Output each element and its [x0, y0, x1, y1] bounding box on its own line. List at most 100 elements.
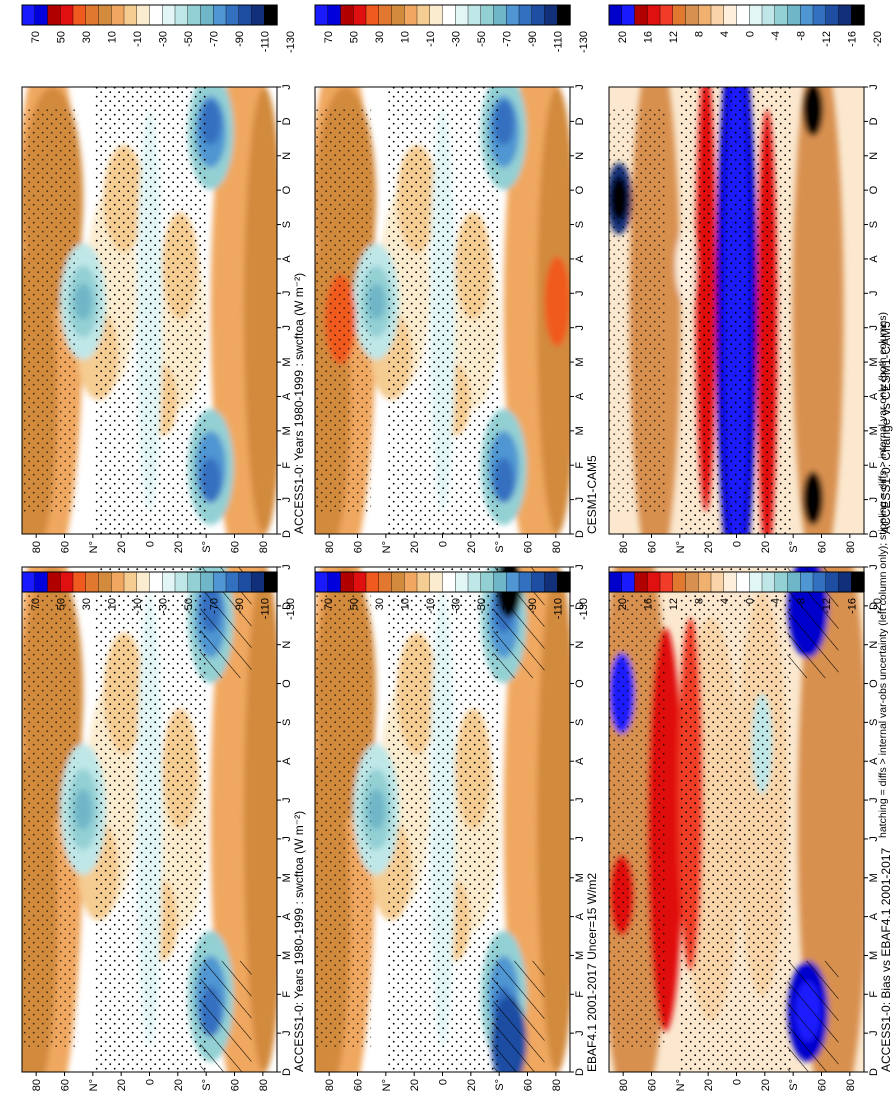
colorbar-swatch	[608, 571, 623, 593]
month-tick-label: M	[281, 951, 293, 960]
colorbar-swatch	[98, 4, 112, 26]
month-tick-label: A	[574, 912, 586, 920]
lat-tick-label: S°	[494, 1079, 506, 1091]
colorbar-swatch	[608, 4, 623, 26]
month-tick-label: M	[868, 426, 880, 435]
month-tick-label: A	[574, 255, 586, 263]
month-tick-label: J	[574, 325, 586, 331]
colorbar-swatch	[480, 4, 495, 26]
colorbar-swatch	[187, 4, 202, 26]
colorbar-swatch	[672, 571, 687, 593]
colorbar-swatch	[213, 571, 227, 593]
colorbar-label: 30	[374, 598, 386, 610]
contour-blob	[802, 471, 824, 526]
month-tick-label: M	[281, 873, 293, 882]
stippling	[22, 592, 79, 1047]
lat-tick-label: 20	[466, 1079, 478, 1091]
lat-tick-label: N°	[675, 541, 687, 553]
colorbar-swatch	[749, 4, 763, 26]
colorbar-label: -130	[285, 598, 297, 620]
lat-tick-label: 0	[732, 541, 744, 547]
colorbar-label: -130	[578, 31, 590, 53]
colorbar-swatch	[238, 4, 253, 26]
lat-tick-label: 80	[31, 1079, 43, 1091]
colorbar-swatch	[225, 4, 240, 26]
month-tick-label: J	[574, 797, 586, 803]
month-tick-label: J	[868, 497, 880, 503]
lat-tick-label: 0	[438, 541, 450, 547]
colorbar-swatch	[404, 571, 418, 593]
lat-tick-label: N°	[88, 541, 100, 553]
colorbar-swatch	[467, 571, 482, 593]
colorbar-swatch	[493, 4, 507, 26]
colorbar-swatch	[723, 571, 738, 593]
month-tick-label: A	[574, 757, 586, 765]
month-tick-label: O	[574, 679, 586, 688]
colorbar-swatch	[851, 4, 865, 26]
contour-field	[22, 87, 277, 534]
colorbar-label: -70	[501, 31, 513, 47]
month-tick-label: D	[868, 530, 880, 538]
month-tick-label: O	[281, 679, 293, 688]
lat-tick-label: S°	[201, 1079, 213, 1091]
month-tick-label: J	[868, 84, 880, 90]
month-tick-label: D	[574, 530, 586, 538]
month-tick-label: J	[281, 497, 293, 503]
month-tick-label: F	[868, 991, 880, 998]
colorbar-swatch	[851, 571, 865, 593]
lat-tick-label: 60	[60, 541, 72, 553]
colorbar-swatch	[647, 4, 661, 26]
colorbar-swatch	[557, 571, 571, 593]
lat-tick-label: 80	[845, 1079, 857, 1091]
colorbar-swatch	[149, 571, 163, 593]
colorbar-label: 12	[668, 598, 680, 610]
colorbar-label: -90	[527, 598, 539, 614]
colorbar-label: 20	[617, 31, 629, 43]
month-tick-label: D	[281, 1068, 293, 1076]
lat-tick-label: 60	[353, 541, 365, 553]
lat-tick-label: 80	[845, 541, 857, 553]
colorbar-frame	[608, 4, 865, 26]
lat-tick-label: 60	[60, 1079, 72, 1091]
stippling	[609, 109, 666, 512]
lat-tick-label: 20	[760, 541, 772, 553]
month-tick-label: O	[281, 185, 293, 194]
colorbar-label: -16	[846, 598, 858, 614]
month-tick-label: N	[281, 152, 293, 160]
colorbar-swatch	[621, 571, 636, 593]
colorbar-swatch	[174, 571, 189, 593]
colorbar-swatch	[136, 4, 151, 26]
colorbar-swatch	[749, 571, 763, 593]
colorbar-swatch	[723, 4, 738, 26]
colorbar-label: 0	[744, 31, 756, 37]
colorbar-swatch	[162, 571, 176, 593]
month-tick-label: J	[868, 291, 880, 297]
colorbar-swatch	[60, 571, 74, 593]
month-tick-label: N	[868, 641, 880, 649]
lat-tick-label: S°	[494, 541, 506, 553]
month-tick-label: A	[281, 392, 293, 400]
colorbar-swatch	[187, 571, 202, 593]
colorbar-swatch	[634, 4, 648, 26]
hatching	[493, 960, 545, 1072]
month-tick-label: S	[868, 221, 880, 228]
lat-tick-label: 20	[173, 1079, 185, 1091]
colorbar-swatch	[698, 4, 712, 26]
colorbar-swatch	[21, 4, 36, 26]
colorbar-label: -20	[872, 598, 884, 614]
month-tick-label: D	[281, 117, 293, 125]
lat-tick-label: 60	[230, 1079, 242, 1091]
lat-tick-label: 80	[551, 1079, 563, 1091]
colorbar-frame	[314, 4, 571, 26]
colorbar-swatch	[506, 4, 520, 26]
month-tick-label: M	[281, 426, 293, 435]
colorbar-swatch	[455, 571, 469, 593]
contour-blob	[493, 458, 514, 503]
footnote-layer: hatching = diffs > internal var-obs unce…	[877, 312, 889, 838]
lat-tick-label: 60	[353, 1079, 365, 1091]
panel-title: EBAF4.1 2001-2017 Uncer=15 W/m2	[585, 873, 599, 1072]
colorbar-frame	[21, 571, 278, 593]
lat-tick-label: 0	[438, 1079, 450, 1085]
colorbar-label: 70	[30, 598, 42, 610]
colorbar-swatch	[314, 4, 329, 26]
